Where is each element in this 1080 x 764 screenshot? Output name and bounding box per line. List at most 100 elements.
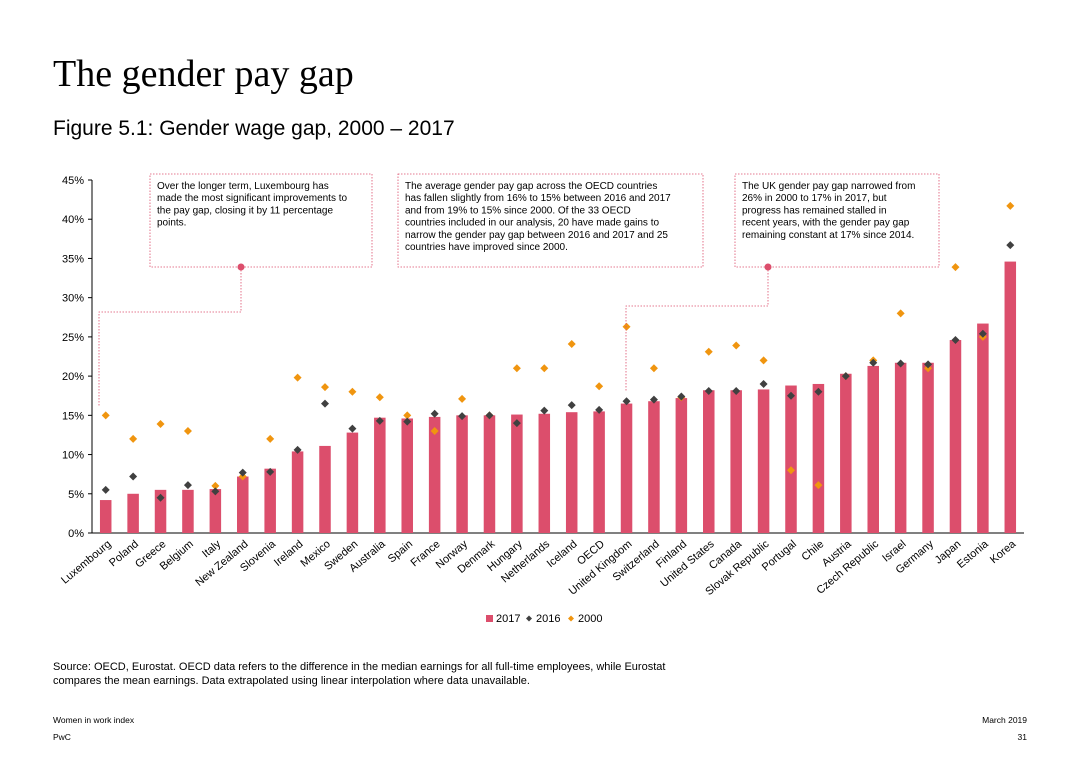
bar-2017 [374, 417, 386, 533]
bar-2017 [346, 432, 359, 533]
marker-2016 [156, 493, 165, 502]
marker-2000 [403, 411, 412, 420]
y-tick-label: 40% [62, 214, 84, 226]
annotation-text-line: and from 19% to 15% since 2000. Of the 3… [405, 205, 631, 216]
annotation-anchor-dot [237, 263, 245, 271]
bar-2017 [675, 398, 688, 533]
annotation-text-line: The average gender pay gap across the OE… [405, 181, 657, 192]
annotation-text-line: recent years, with the gender pay gap [742, 218, 910, 229]
bar-2017 [319, 445, 331, 533]
marker-2000 [458, 394, 467, 403]
marker-2000 [732, 341, 741, 350]
marker-2000 [129, 434, 138, 443]
annotation-text-line: progress has remained stalled in [742, 205, 887, 216]
footer-date: March 2019 [982, 715, 1027, 725]
marker-2016 [485, 411, 494, 420]
marker-2016 [924, 360, 933, 369]
marker-2000 [622, 322, 631, 331]
footer-page-number: 31 [1017, 732, 1027, 742]
marker-2016 [814, 387, 823, 396]
footer-company: PwC [53, 732, 71, 742]
legend-swatch-2016 [526, 615, 532, 622]
marker-2000 [183, 427, 192, 436]
marker-2016 [266, 467, 275, 476]
annotation-anchor-dot [764, 263, 772, 271]
marker-2000 [430, 427, 439, 436]
annotation-text-line: the pay gap, closing it by 11 percentage [157, 205, 333, 216]
marker-2016 [375, 416, 384, 425]
y-tick-label: 0% [68, 528, 84, 540]
annotation-leader-line [98, 267, 242, 407]
marker-2000 [101, 411, 110, 420]
marker-2000 [595, 382, 604, 391]
annotation-text-line: countries have improved since 2000. [405, 242, 568, 253]
marker-2016 [951, 336, 960, 345]
marker-2016 [1006, 241, 1015, 250]
legend-label: 2000 [578, 613, 602, 625]
marker-2000 [787, 466, 795, 475]
marker-2016 [293, 445, 302, 454]
y-tick-label: 45% [62, 175, 84, 187]
bar-2017 [812, 383, 825, 533]
x-category-label: Iceland [545, 538, 580, 570]
bar-2017 [237, 476, 249, 533]
bar-2017 [264, 468, 276, 533]
annotation-text-line: points. [157, 218, 186, 229]
legend-label: 2016 [536, 613, 560, 625]
page-title: The gender pay gap [53, 53, 354, 95]
marker-2016 [211, 487, 220, 496]
y-tick-label: 5% [68, 489, 84, 501]
marker-2000 [896, 309, 905, 318]
figure-title: Figure 5.1: Gender wage gap, 2000 – 2017 [53, 117, 455, 140]
marker-2000 [156, 419, 165, 428]
annotation-text-line: countries included in our analysis, 20 h… [405, 218, 659, 229]
marker-2016 [759, 379, 768, 388]
legend-label: 2017 [496, 613, 520, 625]
marker-2016 [896, 359, 905, 368]
bar-2017 [428, 416, 441, 533]
y-tick-label: 10% [62, 450, 84, 462]
marker-2016 [787, 391, 795, 400]
annotation-text-line: remaining constant at 17% since 2014. [742, 230, 914, 241]
bar-2017 [977, 323, 989, 533]
bar-2017 [757, 389, 770, 533]
annotation-leader-line [625, 267, 769, 392]
marker-2016 [458, 412, 467, 421]
marker-2016 [321, 399, 329, 408]
bar-2017 [867, 365, 879, 533]
bar-2017 [182, 489, 194, 533]
marker-2016 [732, 387, 741, 396]
marker-2000 [759, 356, 768, 365]
y-tick-label: 25% [62, 332, 84, 344]
marker-2016 [704, 387, 713, 396]
annotation-text-line: 26% in 2000 to 17% in 2017, but [742, 193, 887, 204]
bar-2017 [922, 362, 934, 533]
annotation-text-line: Over the longer term, Luxembourg has [157, 181, 329, 192]
marker-2000 [348, 387, 357, 396]
annotation-text-line: made the most significant improvements t… [157, 193, 348, 204]
annotation-text-line: The UK gender pay gap narrowed from [742, 181, 915, 192]
bar-2017 [538, 413, 551, 533]
marker-2016 [512, 419, 521, 428]
marker-2000 [321, 383, 329, 392]
marker-2000 [704, 347, 713, 356]
bar-2017 [291, 451, 304, 533]
marker-2016 [978, 329, 987, 338]
x-category-label: Luxembourg [59, 538, 114, 587]
y-tick-label: 20% [62, 371, 84, 383]
source-note: Source: OECD, Eurostat. OECD data refers… [53, 661, 666, 687]
marker-2000 [567, 339, 576, 348]
bar-2017 [840, 373, 852, 533]
marker-2000 [512, 364, 521, 373]
marker-2000 [293, 373, 302, 382]
marker-2016 [183, 481, 192, 490]
marker-2016 [869, 358, 878, 367]
marker-2000 [211, 481, 220, 490]
y-tick-label: 15% [62, 410, 84, 422]
annotation-text-line: narrow the gender pay gap between 2016 a… [405, 230, 668, 241]
annotation-box [734, 173, 940, 268]
marker-2016 [567, 401, 576, 410]
footer-report-name: Women in work index [53, 715, 135, 725]
bar-2017 [703, 390, 715, 533]
annotation-box [397, 173, 704, 268]
